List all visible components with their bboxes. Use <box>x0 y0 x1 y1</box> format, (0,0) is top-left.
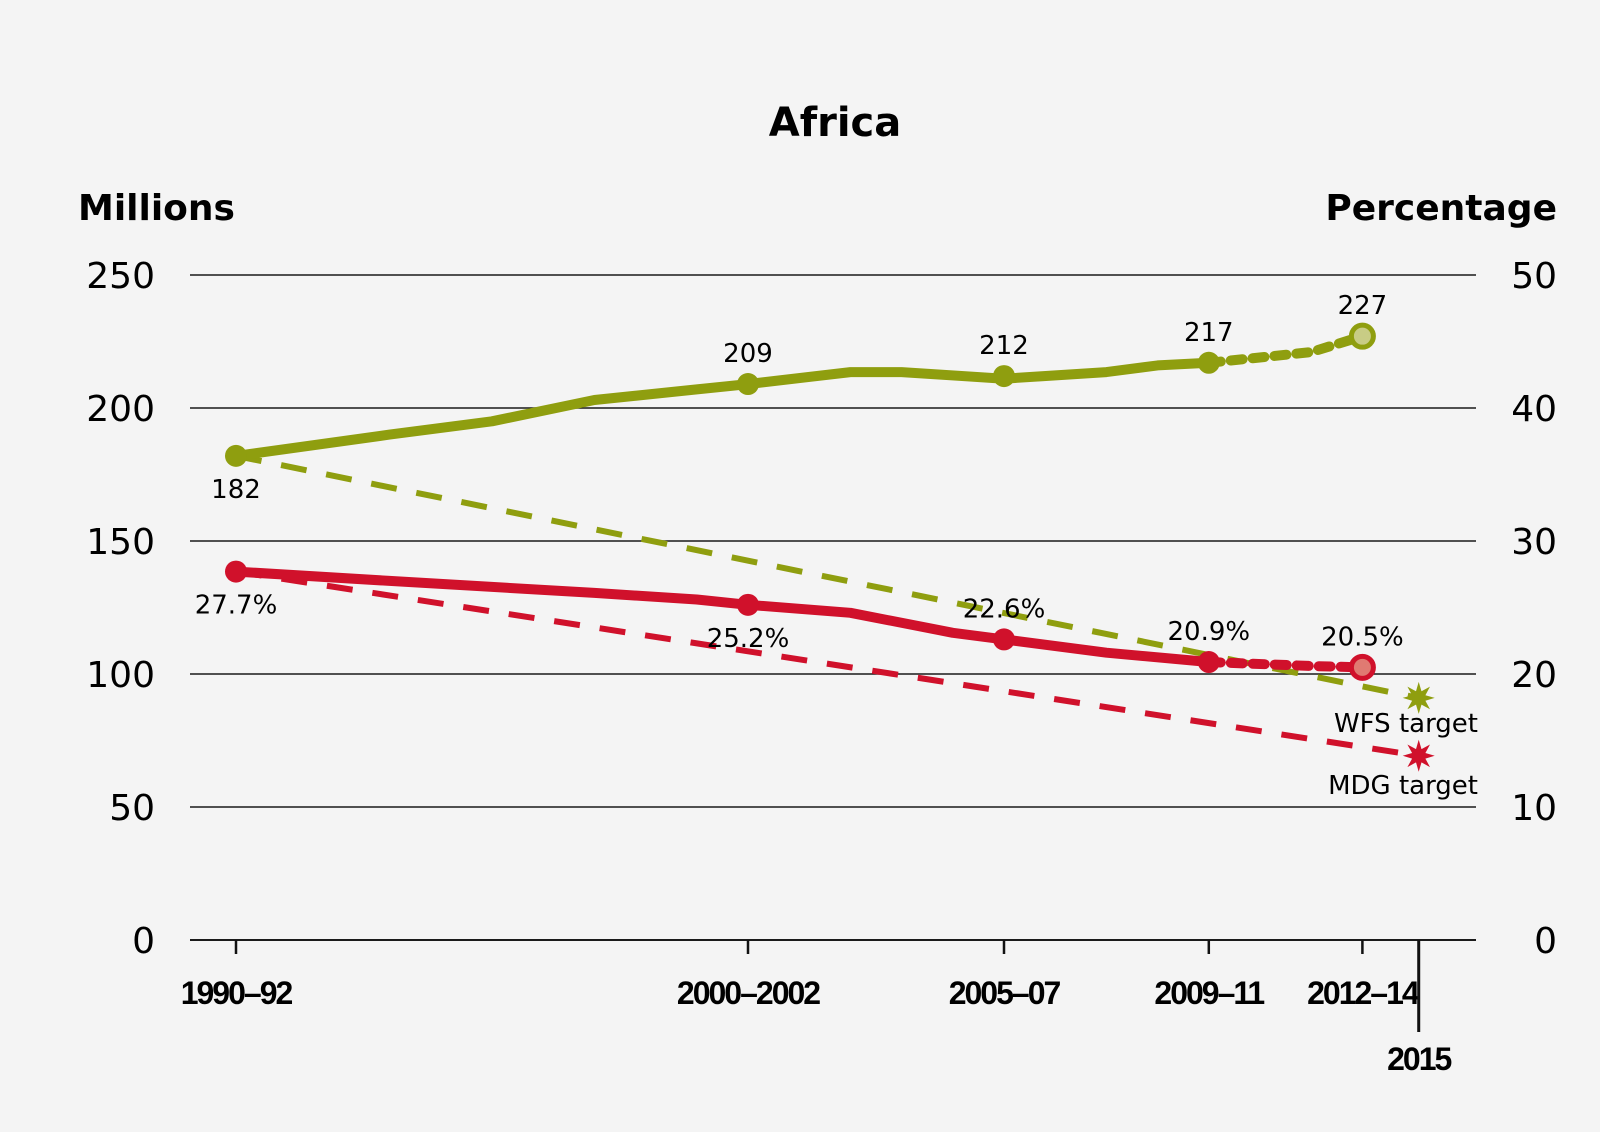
left-axis-title: Millions <box>78 188 235 229</box>
data-label: 227 <box>1338 291 1388 321</box>
right-tick-label: 40 <box>1511 389 1557 430</box>
right-axis-ticks: 0 10 20 30 40 50 <box>1511 256 1557 962</box>
projection-line <box>1203 331 1368 368</box>
projection-line <box>1203 657 1368 673</box>
x-tick-label: 2015 <box>1387 1041 1451 1077</box>
target-star-icon <box>1402 739 1435 772</box>
right-tick-label: 30 <box>1511 522 1557 563</box>
chart-title: Africa <box>769 100 902 146</box>
data-point <box>993 365 1015 388</box>
right-tick-label: 10 <box>1511 788 1557 829</box>
left-tick-label: 250 <box>86 256 155 297</box>
left-tick-label: 50 <box>109 788 155 829</box>
target-lines: WFS target MDG target <box>235 452 1478 801</box>
x-axis: 1990–92 2000–2002 2005–07 2009–11 2012–14 201… <box>181 940 1454 1077</box>
series-line <box>231 357 1214 461</box>
right-axis-title: Percentage <box>1325 188 1557 229</box>
gridlines <box>190 274 1476 941</box>
data-label: 20.5% <box>1321 622 1404 652</box>
x-tick-label: 2000–2002 <box>677 975 820 1011</box>
data-point <box>1197 651 1220 674</box>
right-tick-label: 50 <box>1511 256 1557 297</box>
series-lines <box>225 322 1376 681</box>
right-tick-label: 20 <box>1511 655 1557 696</box>
data-label: 217 <box>1184 318 1234 348</box>
data-point <box>737 373 759 396</box>
x-tick-label: 1990–92 <box>181 975 293 1011</box>
x-tick-label: 2005–07 <box>949 975 1061 1011</box>
right-tick-label: 0 <box>1534 921 1557 962</box>
target-label: MDG target <box>1328 771 1478 801</box>
data-point <box>993 628 1015 651</box>
data-label: 25.2% <box>707 624 790 654</box>
series-line <box>231 566 1214 667</box>
data-label: 27.7% <box>195 591 278 621</box>
data-labels: 182 209 212 217 227 27.7% 25.2% 22.6% 20.9% 20.5% <box>195 291 1404 654</box>
target-star-icon <box>1402 681 1435 714</box>
target-line <box>235 452 1420 701</box>
data-label: 209 <box>723 339 773 369</box>
data-point-projected <box>1348 653 1376 681</box>
data-point <box>737 593 759 616</box>
data-point <box>1197 351 1220 374</box>
data-label: 212 <box>979 331 1029 361</box>
data-label: 20.9% <box>1167 617 1250 647</box>
data-label: 22.6% <box>963 594 1046 624</box>
x-tick-label: 2009–11 <box>1154 975 1264 1011</box>
left-tick-label: 0 <box>132 921 155 962</box>
left-tick-label: 200 <box>86 389 155 430</box>
data-point <box>225 444 247 467</box>
target-label: WFS target <box>1334 709 1478 739</box>
data-label: 182 <box>211 475 261 505</box>
data-point <box>225 560 247 583</box>
left-tick-label: 150 <box>86 522 155 563</box>
target-line <box>235 568 1420 759</box>
left-axis-ticks: 0 50 100 150 200 250 <box>86 256 155 962</box>
data-point-projected <box>1348 322 1376 350</box>
left-tick-label: 100 <box>86 655 155 696</box>
x-tick-label: 2012–14 <box>1307 975 1420 1011</box>
